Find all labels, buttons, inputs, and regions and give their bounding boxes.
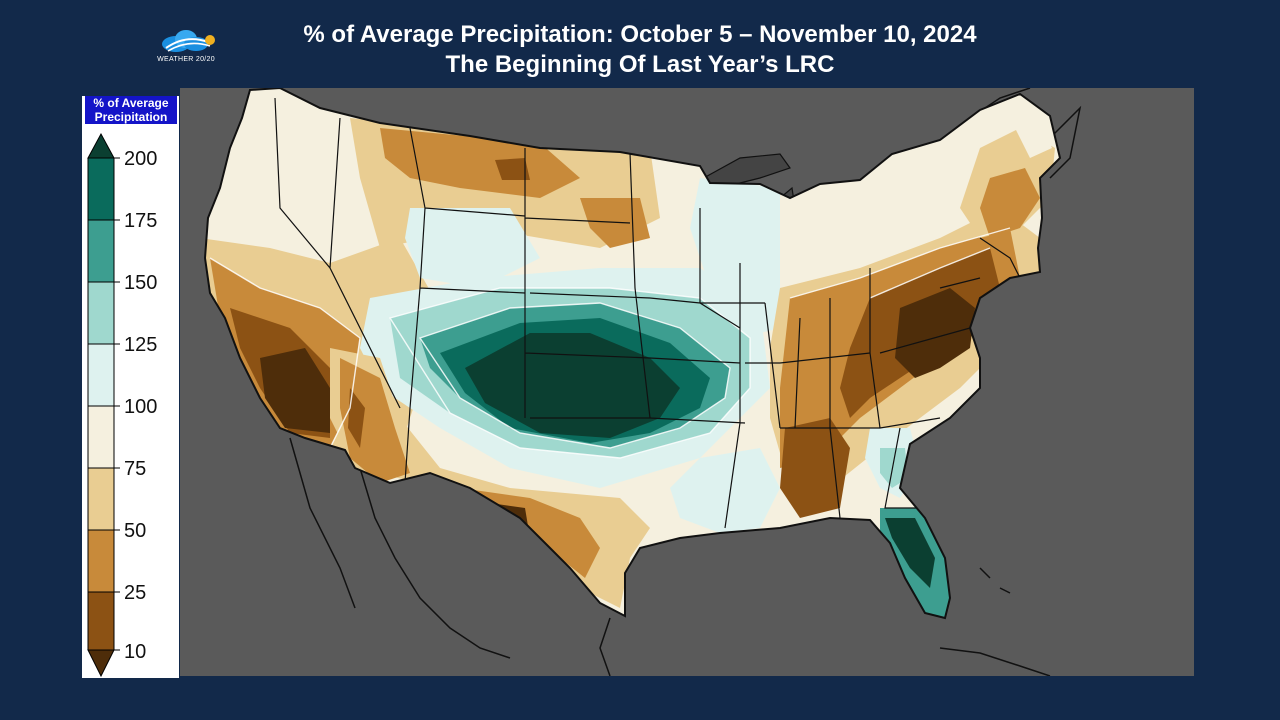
legend-band-75-100 [87, 405, 115, 469]
legend-tick-100: 100 [124, 396, 157, 418]
us-map-svg [180, 87, 1194, 677]
zone-newengland-25-50 [980, 168, 1040, 238]
zone-socal-under-10 [260, 348, 330, 433]
zone-maine-100 [1015, 120, 1052, 158]
logo-text: WEATHER 20/20 [157, 56, 215, 63]
legend-tick-10: 10 [124, 641, 146, 663]
legend-band-10-25 [87, 591, 115, 651]
legend-tick-50: 50 [124, 520, 146, 542]
legend-tick-150: 150 [124, 272, 157, 294]
page-subtitle: The Beginning Of Last Year’s LRC [445, 51, 835, 78]
zone-wyoming-100-125 [405, 208, 540, 288]
legend-band-100-125 [87, 343, 115, 407]
legend-title-line2: Precipitation [94, 110, 168, 124]
legend-band-150-175 [87, 219, 115, 283]
precipitation-map [180, 87, 1194, 677]
zone-arizona-25-50 [340, 358, 410, 483]
zone-arizona-10-25 [348, 388, 365, 448]
legend-colorbar: 200 175 150 125 100 75 50 25 10 [87, 132, 157, 678]
legend-tick-125: 125 [124, 334, 157, 356]
zone-central-over-200 [465, 333, 680, 438]
page-title: % of Average Precipitation: October 5 – … [303, 21, 977, 48]
legend-title-line1: % of Average [93, 96, 169, 110]
cloud-icon [162, 30, 215, 52]
legend-title: % of Average Precipitation [85, 96, 177, 124]
color-legend: % of Average Precipitation 200 175 150 1… [82, 96, 179, 678]
state-lines-central [649, 208, 871, 529]
zone-midatlantic-under-10 [895, 288, 975, 378]
weather-logo: WEATHER 20/20 [150, 26, 222, 70]
legend-cap-bottom [87, 649, 115, 678]
zone-montana-10-25 [495, 158, 530, 180]
legend-tick-200: 200 [124, 148, 157, 170]
cuba-outline [939, 647, 1051, 677]
legend-cap-top [87, 132, 115, 159]
mexico-outline [289, 437, 611, 677]
legend-band-50-75 [87, 467, 115, 531]
legend-band-175-200 [87, 157, 115, 221]
zone-alabama-10-25 [780, 418, 850, 518]
legend-tick-75: 75 [124, 458, 146, 480]
legend-band-25-50 [87, 529, 115, 593]
bahamas-outline [979, 567, 1011, 594]
legend-tick-175: 175 [124, 210, 157, 232]
legend-tick-25: 25 [124, 582, 146, 604]
state-lines-east [780, 237, 1021, 519]
zone-upper-midwest-100-125 [690, 178, 780, 338]
zone-lower-ms-100-125 [670, 448, 780, 533]
state-lines-west [274, 97, 651, 484]
zone-florida-over-200 [885, 518, 935, 588]
zone-georgia-125-150 [880, 448, 908, 488]
legend-band-125-150 [87, 281, 115, 345]
